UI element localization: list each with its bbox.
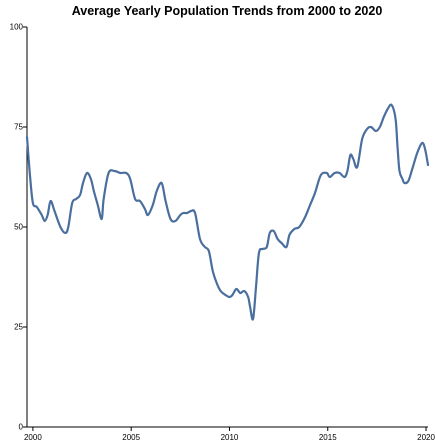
x-tick-label: 2000 [24, 433, 42, 442]
x-tick-label: 2010 [221, 433, 239, 442]
chart-title: Average Yearly Population Trends from 20… [72, 4, 383, 18]
y-tick-label: 0 [19, 423, 24, 432]
y-tick-label: 100 [10, 23, 24, 32]
x-tick-label: 2020 [417, 433, 435, 442]
y-tick-label: 75 [14, 123, 23, 132]
series-line [25, 103, 430, 321]
x-tick-label: 2015 [319, 433, 337, 442]
axes: 0 25 50 75 100 2000 2005 2010 2015 2020 [10, 23, 435, 443]
plot-area [25, 103, 430, 321]
y-tick-label: 25 [14, 323, 23, 332]
y-tick-label: 50 [14, 223, 23, 232]
x-tick-label: 2005 [122, 433, 140, 442]
